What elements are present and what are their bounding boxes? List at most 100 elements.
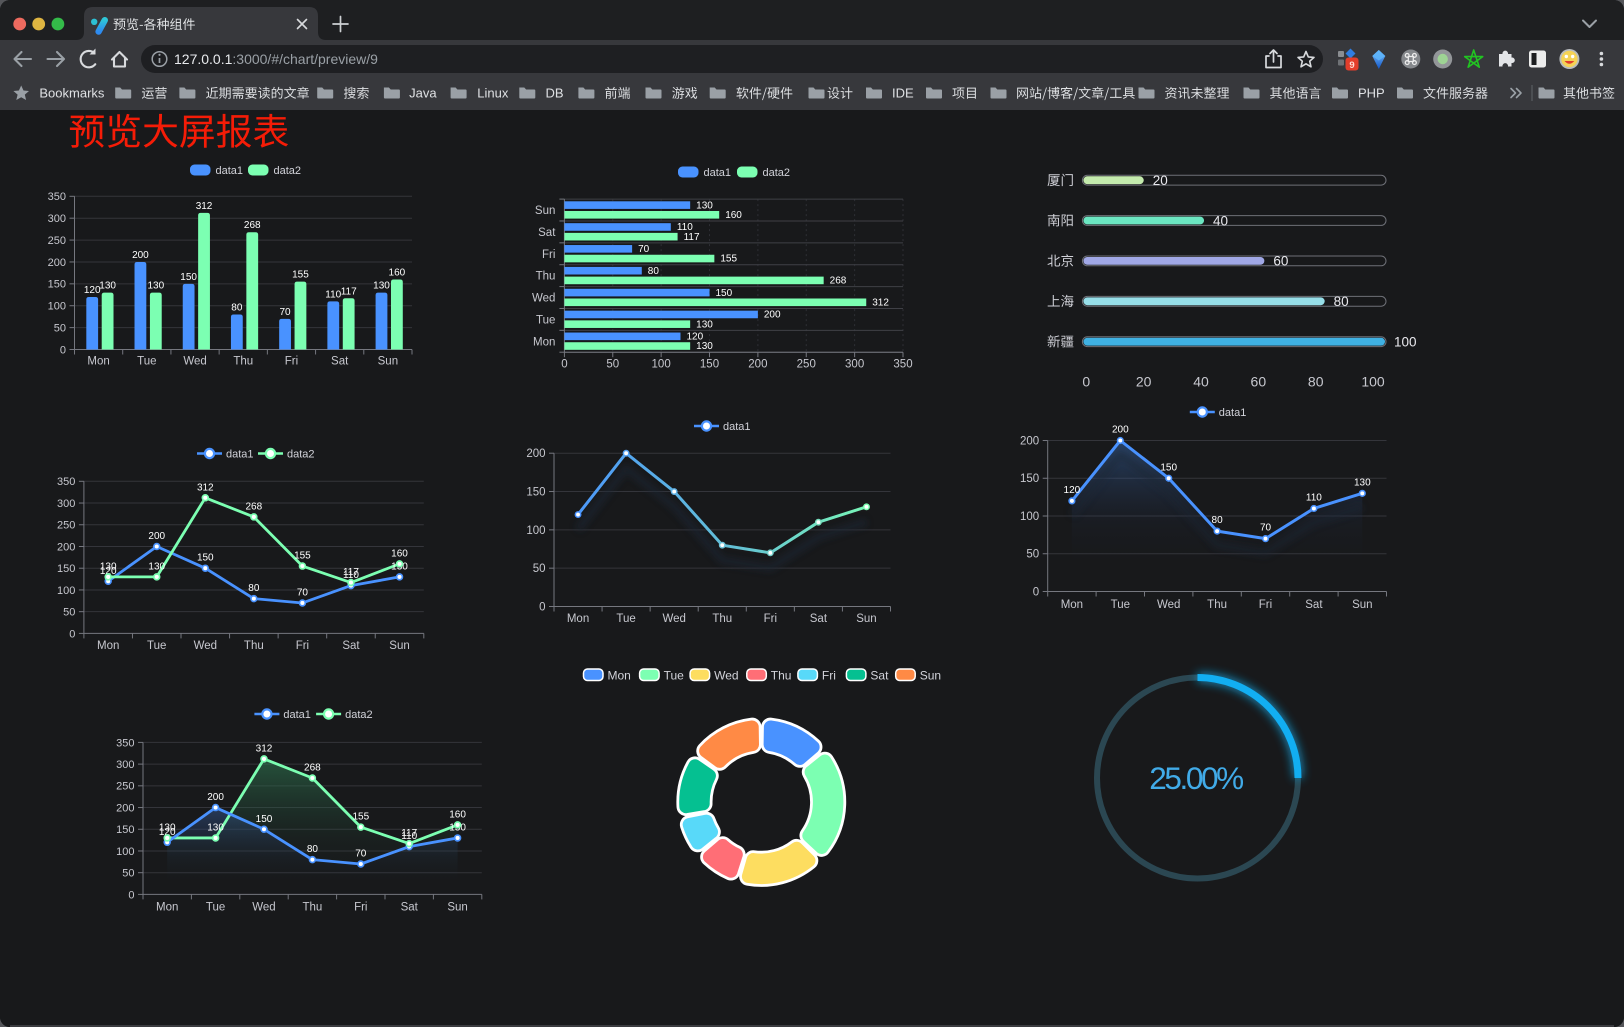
svg-text:130: 130 — [159, 822, 176, 833]
svg-text:Thu: Thu — [712, 613, 732, 625]
svg-text:Bookmarks: Bookmarks — [39, 86, 105, 101]
svg-text:350: 350 — [48, 191, 66, 203]
svg-text:200: 200 — [57, 541, 75, 553]
svg-text:130: 130 — [696, 341, 713, 352]
svg-text:IDE: IDE — [892, 86, 914, 101]
svg-text:268: 268 — [246, 501, 263, 512]
svg-text:0: 0 — [69, 628, 75, 640]
svg-text:312: 312 — [256, 743, 273, 754]
svg-text:155: 155 — [720, 254, 737, 265]
svg-text:110: 110 — [325, 289, 341, 300]
svg-text:Sat: Sat — [342, 640, 360, 652]
svg-text:60: 60 — [1273, 254, 1288, 269]
svg-text:268: 268 — [244, 220, 261, 231]
svg-text:110: 110 — [401, 831, 417, 842]
svg-text:117: 117 — [341, 286, 357, 297]
svg-text:Mon: Mon — [87, 356, 109, 368]
svg-text:Sat: Sat — [331, 356, 349, 368]
svg-text:117: 117 — [684, 232, 700, 243]
svg-text:Sun: Sun — [447, 901, 467, 913]
svg-text:Thu: Thu — [302, 901, 322, 913]
svg-text:80: 80 — [648, 266, 660, 277]
svg-text:100: 100 — [652, 358, 671, 370]
svg-text:20: 20 — [1136, 374, 1152, 390]
svg-text:80: 80 — [307, 844, 319, 855]
svg-text:0: 0 — [128, 889, 134, 901]
svg-text:70: 70 — [638, 244, 650, 255]
svg-text:155: 155 — [352, 812, 369, 823]
svg-text:data1: data1 — [283, 709, 311, 721]
svg-text:0: 0 — [539, 601, 545, 613]
svg-text:Fri: Fri — [764, 613, 777, 625]
svg-text:350: 350 — [57, 476, 75, 488]
svg-text:100: 100 — [1020, 511, 1039, 523]
svg-text:150: 150 — [1020, 473, 1039, 485]
svg-text:120: 120 — [159, 827, 176, 838]
svg-text:150: 150 — [256, 814, 273, 825]
svg-text:155: 155 — [294, 551, 311, 562]
svg-text:110: 110 — [1306, 492, 1322, 503]
svg-text:data2: data2 — [345, 709, 373, 721]
svg-text:130: 130 — [148, 561, 165, 572]
svg-text:Mon: Mon — [156, 901, 178, 913]
svg-text:Mon: Mon — [567, 613, 589, 625]
svg-text:268: 268 — [304, 763, 321, 774]
svg-text:110: 110 — [343, 570, 359, 581]
svg-text:data2: data2 — [274, 165, 302, 177]
svg-text:Mon: Mon — [608, 668, 631, 682]
svg-text:100: 100 — [526, 525, 545, 537]
svg-text:Wed: Wed — [532, 293, 555, 305]
svg-text:150: 150 — [116, 824, 134, 836]
svg-text:0: 0 — [1082, 374, 1090, 390]
svg-text:Sun: Sun — [856, 613, 876, 625]
svg-text:200: 200 — [116, 802, 134, 814]
svg-text:312: 312 — [197, 482, 214, 493]
svg-text:Sun: Sun — [920, 668, 941, 682]
svg-text:Sat: Sat — [538, 227, 556, 239]
svg-text:130: 130 — [1354, 477, 1371, 488]
svg-text:Fri: Fri — [285, 356, 298, 368]
svg-text:data1: data1 — [723, 421, 751, 433]
svg-text:Wed: Wed — [1157, 599, 1180, 611]
svg-text:data2: data2 — [763, 167, 791, 179]
svg-text:20: 20 — [1153, 173, 1168, 188]
svg-text:110: 110 — [677, 222, 693, 233]
svg-text:250: 250 — [48, 235, 66, 247]
svg-text:data1: data1 — [216, 165, 244, 177]
svg-text:Mon: Mon — [97, 640, 119, 652]
svg-text:Wed: Wed — [662, 613, 685, 625]
svg-text:312: 312 — [872, 297, 889, 308]
svg-text:50: 50 — [63, 607, 75, 619]
svg-text:70: 70 — [279, 307, 291, 318]
svg-text:80: 80 — [231, 302, 243, 313]
svg-text:300: 300 — [57, 498, 75, 510]
svg-text:Sat: Sat — [401, 901, 419, 913]
svg-text:Wed: Wed — [252, 901, 275, 913]
svg-text:160: 160 — [725, 210, 742, 221]
svg-text:PHP: PHP — [1358, 86, 1385, 101]
svg-text:Tue: Tue — [137, 356, 156, 368]
svg-text:Tue: Tue — [536, 314, 555, 326]
svg-text:250: 250 — [116, 781, 134, 793]
svg-text:160: 160 — [449, 809, 466, 820]
svg-text:127.0.0.1:3000/#/chart/preview: 127.0.0.1:3000/#/chart/preview/9 — [174, 51, 378, 67]
svg-text:350: 350 — [116, 737, 134, 749]
svg-text:100: 100 — [1394, 335, 1417, 350]
svg-text:50: 50 — [533, 563, 546, 575]
svg-text:Mon: Mon — [533, 336, 555, 348]
svg-text:150: 150 — [700, 358, 719, 370]
svg-text:117: 117 — [343, 567, 359, 578]
svg-text:150: 150 — [180, 272, 197, 283]
svg-text:Thu: Thu — [536, 271, 556, 283]
svg-text:50: 50 — [1026, 549, 1039, 561]
svg-text:Sat: Sat — [1305, 599, 1323, 611]
svg-text:0: 0 — [561, 358, 567, 370]
svg-text:50: 50 — [606, 358, 619, 370]
svg-text:Tue: Tue — [664, 668, 685, 682]
svg-text:40: 40 — [1213, 213, 1228, 228]
svg-text:250: 250 — [797, 358, 816, 370]
svg-text:200: 200 — [207, 792, 224, 803]
svg-text:200: 200 — [1020, 435, 1039, 447]
svg-text:Sun: Sun — [389, 640, 409, 652]
svg-text:Tue: Tue — [206, 901, 225, 913]
